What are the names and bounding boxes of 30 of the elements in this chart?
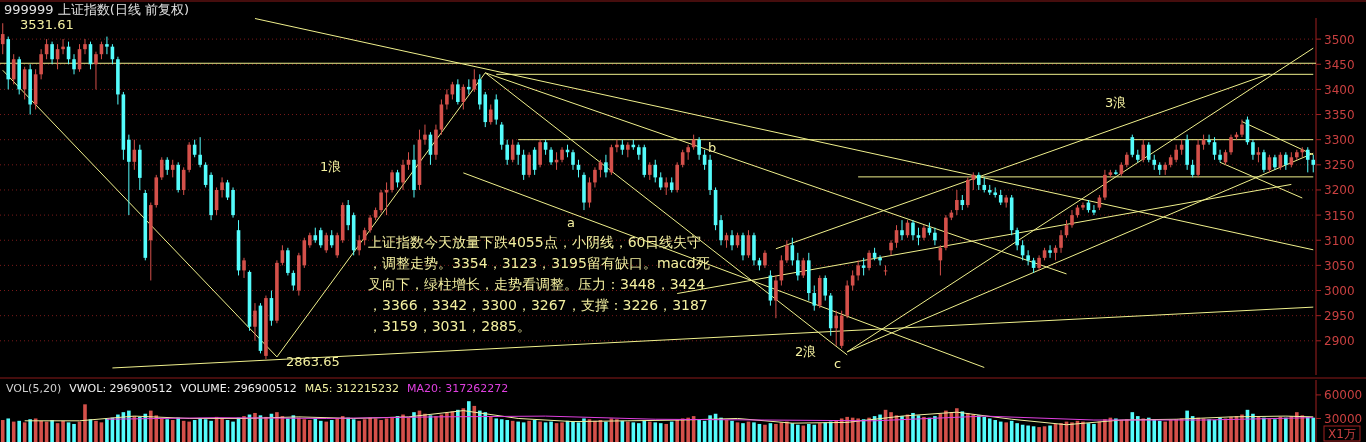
chart-title: 999999 上证指数(日线 前复权) <box>4 2 190 17</box>
chart-title: VOL(5,20) <box>6 382 62 395</box>
y-tick-label: 3100 <box>1324 233 1355 248</box>
y-tick-label: 3450 <box>1324 57 1355 72</box>
y-tick-label: 3000 <box>1324 284 1355 299</box>
y-tick-label: 3350 <box>1324 108 1355 123</box>
y-tick-label: 3250 <box>1324 158 1355 173</box>
annotation: 1浪 <box>320 159 342 174</box>
y-axis-title: X1万 <box>1328 427 1356 441</box>
annotation: 2浪 <box>795 344 817 359</box>
y-tick-label: 3300 <box>1324 133 1355 148</box>
annotation: 2863.65 <box>286 354 340 369</box>
series-label: MA20: 317262272 <box>407 382 509 395</box>
y-tick-label: 2900 <box>1324 334 1355 349</box>
y-tick-label: 30000 <box>1324 411 1363 426</box>
y-tick-label: 3150 <box>1324 208 1355 223</box>
y-tick-label: 60000 <box>1324 388 1363 403</box>
annotation: b <box>708 140 717 155</box>
y-tick-label: 2950 <box>1324 309 1355 324</box>
y-tick-label: 3200 <box>1324 183 1355 198</box>
y-tick-label: 3500 <box>1324 32 1355 47</box>
text: MA5: 312215232 <box>304 382 400 395</box>
annotation: 3531.61 <box>20 17 74 32</box>
annotation: VWOL: 296900512 <box>69 382 173 395</box>
y-tick-label: 3050 <box>1324 258 1355 273</box>
y-tick-label: 3400 <box>1324 82 1355 97</box>
annotation: VOLUME: 296900512 <box>180 382 297 395</box>
annotation: c <box>834 356 842 371</box>
annotation: 3浪 <box>1105 95 1127 110</box>
annotation: a <box>567 215 575 230</box>
